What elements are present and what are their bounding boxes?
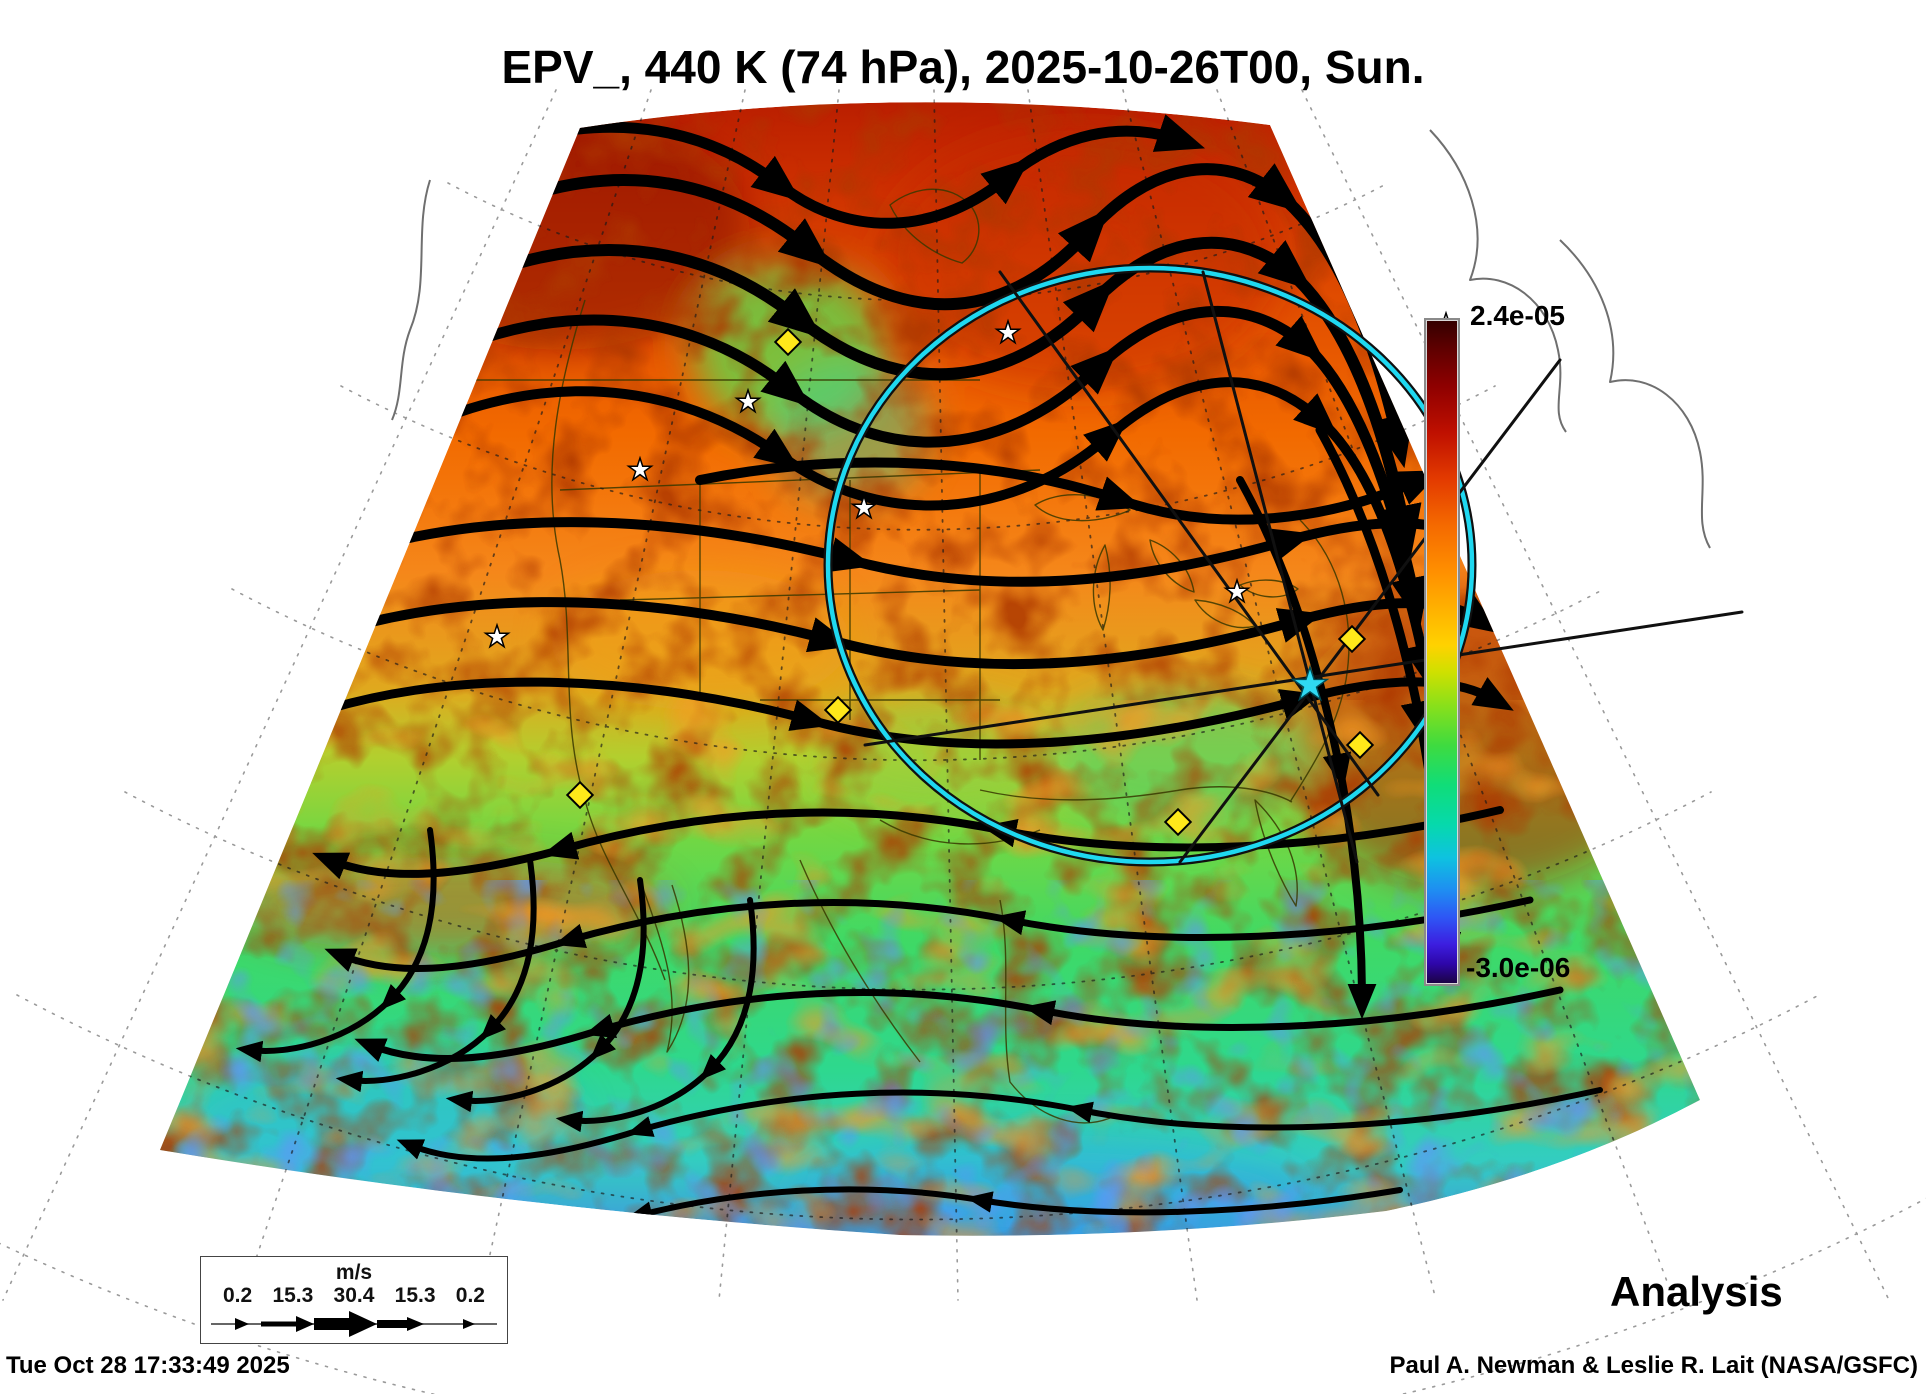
credit: Paul A. Newman & Leslie R. Lait (NASA/GS… — [1389, 1352, 1918, 1379]
legend-value-4: 0.2 — [455, 1284, 485, 1307]
legend-value-2: 30.4 — [333, 1284, 375, 1307]
legend-arrow-scale — [211, 1311, 497, 1337]
timestamp: Tue Oct 28 17:33:49 2025 — [6, 1352, 290, 1379]
colorbar-max-label: 2.4e-05 — [1470, 300, 1565, 331]
legend-values: 0.2 15.3 30.4 15.3 0.2 — [201, 1284, 507, 1308]
diamond-markers — [565, 327, 1375, 837]
colorbar-min-label: -3.0e-06 — [1466, 952, 1571, 983]
legend-value-3: 15.3 — [394, 1284, 436, 1307]
diamond-marker — [1163, 807, 1193, 837]
range-ring — [823, 263, 1477, 867]
diamond-marker — [565, 780, 595, 810]
diamond-marker — [1345, 730, 1375, 760]
legend-value-0: 0.2 — [223, 1284, 253, 1307]
legend-value-1: 15.3 — [272, 1284, 314, 1307]
legend-unit-label: m/s — [335, 1261, 373, 1284]
page-title: EPV_, 440 K (74 hPa), 2025-10-26T00, Sun… — [501, 41, 1425, 93]
diamond-marker — [823, 695, 853, 725]
diamond-marker — [1337, 624, 1367, 654]
analysis-label: Analysis — [1610, 1268, 1783, 1315]
colorbar — [1424, 318, 1460, 986]
epv-field — [160, 102, 1700, 1236]
diamond-marker — [773, 327, 803, 357]
great-circle-lines — [863, 270, 1744, 864]
wind-speed-legend: m/s 0.2 15.3 30.4 15.3 0.2 — [200, 1256, 508, 1344]
